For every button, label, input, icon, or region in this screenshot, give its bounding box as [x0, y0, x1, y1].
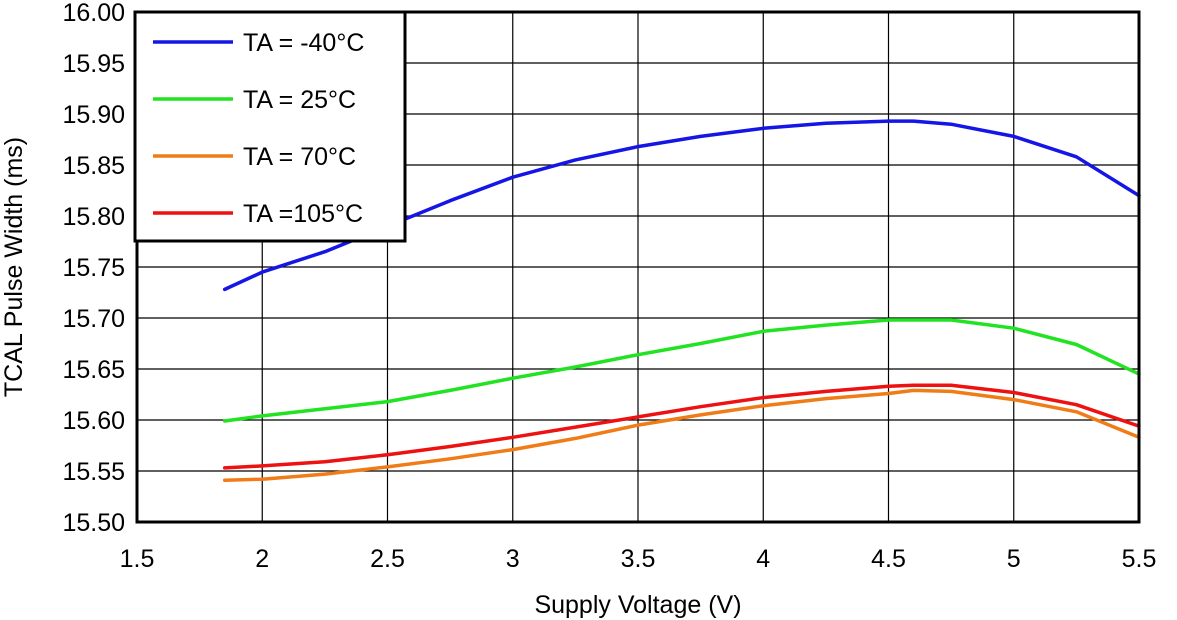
legend-label-1: TA = -40°C — [243, 29, 364, 57]
x-tick-label: 4.5 — [871, 545, 906, 573]
y-tick-label: 15.65 — [62, 356, 125, 384]
y-tick-label: 15.55 — [62, 458, 125, 486]
legend-box — [133, 10, 407, 243]
series-line-2 — [222, 318, 1141, 423]
legend-label-2: TA = 25°C — [243, 86, 356, 114]
y-tick-label: 15.85 — [62, 152, 125, 180]
legend-label-3: TA = 70°C — [243, 143, 356, 171]
y-tick-label: 16.00 — [62, 0, 125, 27]
x-tick-label: 2 — [255, 545, 269, 573]
y-tick-labels: 15.50 15.55 15.60 15.65 15.70 15.75 15.80 15.85… — [62, 0, 125, 537]
legend-label-4: TA =105°C — [243, 200, 363, 228]
plot-frame — [135, 10, 1141, 524]
y-tick-label: 15.80 — [62, 203, 125, 231]
x-tick-label: 3 — [506, 545, 520, 573]
series-line-4 — [222, 383, 1141, 470]
x-tick-label: 3.5 — [621, 545, 656, 573]
y-axis-title: TCAL Pulse Width (ms) — [0, 137, 28, 397]
y-tick-label: 15.75 — [62, 254, 125, 282]
y-tick-label: 15.50 — [62, 509, 125, 537]
x-tick-label: 1.5 — [120, 545, 155, 573]
x-tick-label: 2.5 — [370, 545, 405, 573]
x-tick-labels: 1.5 2 2.5 3 3.5 4 4.5 5 5.5 — [120, 545, 1157, 573]
y-tick-label: 15.70 — [62, 305, 125, 333]
series-line-3 — [222, 388, 1141, 482]
y-tick-label: 15.95 — [62, 50, 125, 78]
legend: TA = -40°C TA = 25°C TA = 70°C TA =105°C — [133, 10, 407, 243]
x-tick-label: 4 — [756, 545, 770, 573]
x-axis-title: Supply Voltage (V) — [534, 591, 741, 619]
y-tick-label: 15.60 — [62, 407, 125, 435]
y-tick-label: 15.90 — [62, 101, 125, 129]
x-tick-label: 5 — [1007, 545, 1021, 573]
x-tick-label: 5.5 — [1122, 545, 1157, 573]
